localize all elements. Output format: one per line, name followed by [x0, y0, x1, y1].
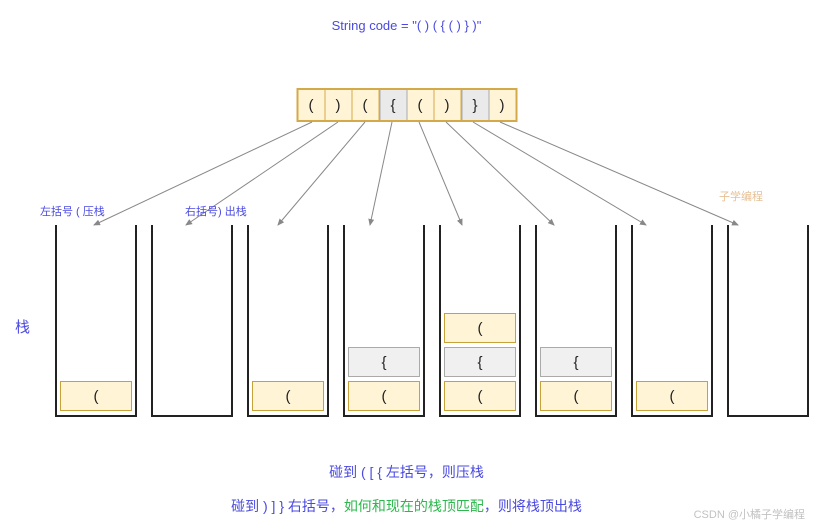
code-title: String code = "( ) ( { ( ) } )": [0, 18, 813, 33]
bt2-c: ，则将栈顶出栈: [484, 498, 582, 514]
stack-5: {(: [535, 225, 617, 417]
token-cell-4: (: [407, 90, 434, 120]
stack-5-slot-1: (: [540, 381, 612, 411]
stack-1: [151, 225, 233, 417]
stack-7: [727, 225, 809, 417]
stack-3-slot-0: {: [348, 347, 420, 377]
stack-4-slot-0: (: [444, 313, 516, 343]
token-cell-3: {: [379, 90, 407, 120]
token-cell-5: ): [434, 90, 461, 120]
bottom-line-1: 碰到 ( [ { 左括号，则压栈: [0, 462, 813, 482]
stack-3-slot-1: (: [348, 381, 420, 411]
label-right-pop: 右括号) 出栈: [185, 203, 247, 219]
stack-6-slot-0: (: [636, 381, 708, 411]
stack-0: (: [55, 225, 137, 417]
token-cell-6: }: [461, 90, 489, 120]
token-cell-2: (: [352, 90, 379, 120]
stack-3: {(: [343, 225, 425, 417]
bottom-line-2: 碰到 ) ] } 右括号，如何和现在的栈顶匹配，则将栈顶出栈: [0, 496, 813, 516]
bt2-b: 如何和现在的栈顶匹配: [344, 498, 484, 514]
stack-4-slot-1: {: [444, 347, 516, 377]
watermark: CSDN @小橘子学编程: [694, 506, 805, 522]
token-cell-7: ): [489, 90, 515, 120]
token-cell-0: (: [298, 90, 325, 120]
stack-0-slot-0: (: [60, 381, 132, 411]
bt2-a: 碰到 ) ] } 右括号，: [231, 498, 344, 514]
token-cell-1: ): [325, 90, 352, 120]
stacks-wrap: (({(({({((: [55, 225, 809, 417]
token-row: ()({()}): [296, 88, 517, 122]
stack-6: (: [631, 225, 713, 417]
stack-4: ( { (: [439, 225, 521, 417]
watermark-mid: 子学编程: [719, 188, 763, 204]
stack-label: 栈: [15, 316, 30, 337]
stack-5-slot-0: {: [540, 347, 612, 377]
stack-2-slot-0: (: [252, 381, 324, 411]
label-left-push: 左括号 ( 压栈: [40, 203, 105, 219]
stack-2: (: [247, 225, 329, 417]
stack-4-slot-2: (: [444, 381, 516, 411]
